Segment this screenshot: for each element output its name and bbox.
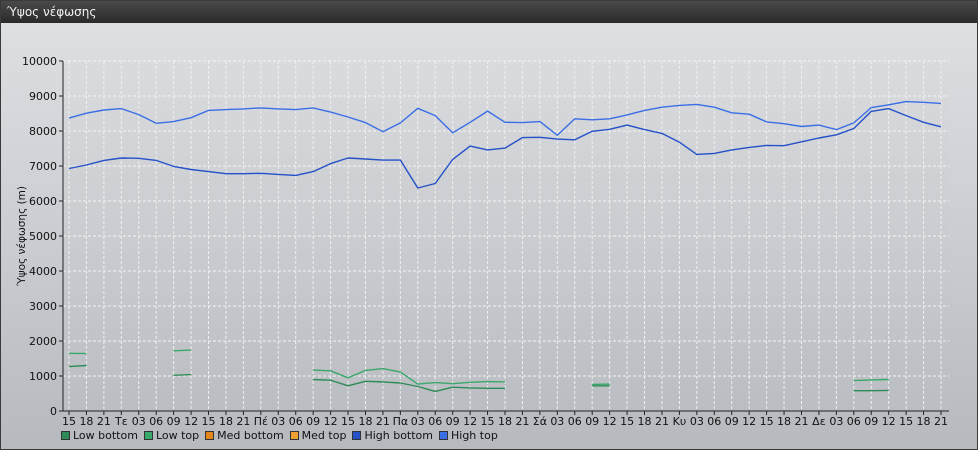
legend-swatch <box>439 430 448 440</box>
x-tick-label: 21 <box>97 415 111 428</box>
x-tick-label: 18 <box>358 415 372 428</box>
x-tick-label: 21 <box>794 415 808 428</box>
x-tick-label: 03 <box>411 415 425 428</box>
x-tick-label: 15 <box>481 415 495 428</box>
series-line-low-top <box>313 367 506 385</box>
x-tick-label: 18 <box>777 415 791 428</box>
legend-label: Low bottom <box>73 428 138 442</box>
x-tick-labels: 15 18 21 Τε 03 06 09 12 15 18 21 Πέ 03 06 09 12 15 18 21 Πα… <box>62 415 948 428</box>
legend-item-high-bottom: High bottom <box>352 428 433 442</box>
x-tick-label: 18 <box>498 415 512 428</box>
x-tick-label: 06 <box>428 415 442 428</box>
x-tick-label: 18 <box>79 415 93 428</box>
series-line-low-bottom <box>68 364 87 368</box>
legend-item-low-top: Low top <box>143 428 200 442</box>
series-line-low-bottom <box>313 378 505 393</box>
legend-label: Med bottom <box>217 428 284 442</box>
x-tick-label: 09 <box>864 415 878 428</box>
x-tick-label: 06 <box>707 415 721 428</box>
y-tick-label: 7000 <box>29 160 57 173</box>
x-tick-label: 15 <box>620 415 634 428</box>
y-tick-labels: 0 1000 2000 3000 4000 5000 6000 7000 8000 9000 100… <box>22 55 57 418</box>
y-tick-label: 10000 <box>22 55 57 68</box>
y-tick-label: 6000 <box>29 195 57 208</box>
x-tick-label: 12 <box>882 415 896 428</box>
y-tick-label: 2000 <box>29 335 57 348</box>
series-line-low-bottom <box>173 373 192 376</box>
y-tick-label: 3000 <box>29 300 57 313</box>
x-tick-label: 09 <box>306 415 320 428</box>
x-tick-label: Κυ <box>673 415 687 428</box>
x-tick-label: 12 <box>184 415 198 428</box>
x-tick-label: 21 <box>655 415 669 428</box>
legend-label: High top <box>451 428 498 442</box>
x-tick-label: Δε <box>812 415 826 428</box>
legend-label: Low top <box>155 428 200 442</box>
x-tick-label: 03 <box>829 415 843 428</box>
x-tick-label: Τε <box>114 415 128 428</box>
x-tick-label: 12 <box>742 415 756 428</box>
series-line-high-bottom <box>68 107 942 189</box>
x-tick-label: 15 <box>202 415 216 428</box>
x-tick-label: 15 <box>62 415 76 428</box>
y-tick-label: 1000 <box>29 370 57 383</box>
legend-item-med-bottom: Med bottom <box>205 428 284 442</box>
legend-item-med-top: Med top <box>289 428 347 442</box>
series-line-low-top <box>853 378 889 382</box>
x-tick-label: 21 <box>934 415 948 428</box>
y-axis-label: Ύψος νέφωσης (m) <box>16 186 28 287</box>
x-tick-label: 12 <box>603 415 617 428</box>
x-tick-label: 03 <box>690 415 704 428</box>
x-tick-label: 21 <box>376 415 390 428</box>
legend: Low bottom Low top Med bottom Med top High b… <box>61 428 498 442</box>
x-tick-label: 09 <box>446 415 460 428</box>
legend-label: Med top <box>301 428 347 442</box>
x-tick-label: 06 <box>289 415 303 428</box>
legend-swatch <box>289 430 299 440</box>
legend-label: High bottom <box>364 428 433 442</box>
x-tick-label: 15 <box>341 415 355 428</box>
x-tick-label: Πέ <box>254 415 268 428</box>
x-tick-label: 18 <box>917 415 931 428</box>
legend-swatch <box>352 430 362 440</box>
x-tick-label: 03 <box>550 415 564 428</box>
legend-item-low-bottom: Low bottom <box>61 428 138 442</box>
legend-item-high-top: High top <box>439 428 498 442</box>
window-title: Ύψος νέφωσης <box>7 5 97 19</box>
x-tick-label: 15 <box>899 415 913 428</box>
legend-swatch <box>143 430 153 440</box>
series-lines <box>68 100 942 393</box>
x-tick-label: 21 <box>236 415 250 428</box>
x-tick-label: 15 <box>760 415 774 428</box>
x-tick-label: 06 <box>847 415 861 428</box>
x-tick-label: 18 <box>638 415 652 428</box>
x-tick-label: Πα <box>393 415 409 428</box>
title-bar: Ύψος νέφωσης <box>1 1 977 23</box>
x-tick-label: 12 <box>324 415 338 428</box>
x-tick-label: 03 <box>132 415 146 428</box>
series-line-high-top <box>68 100 942 136</box>
x-tick-label: 06 <box>568 415 582 428</box>
x-tick-label: 18 <box>219 415 233 428</box>
y-tick-label: 4000 <box>29 265 57 278</box>
y-tick-label: 9000 <box>29 90 57 103</box>
x-tick-label: 12 <box>463 415 477 428</box>
x-tick-label: 09 <box>167 415 181 428</box>
x-tick-label: 03 <box>271 415 285 428</box>
axes <box>59 60 949 415</box>
grid <box>63 60 949 412</box>
y-tick-label: 8000 <box>29 125 57 138</box>
y-tick-label: 5000 <box>29 230 57 243</box>
x-tick-label: Σά <box>533 415 547 428</box>
y-tick-label: 0 <box>50 405 57 418</box>
x-tick-label: 06 <box>149 415 163 428</box>
x-tick-label: 21 <box>515 415 529 428</box>
legend-swatch <box>205 430 215 440</box>
x-tick-label: 09 <box>585 415 599 428</box>
legend-swatch <box>61 430 70 440</box>
x-tick-label: 09 <box>725 415 739 428</box>
series-line-low-top <box>173 349 192 352</box>
